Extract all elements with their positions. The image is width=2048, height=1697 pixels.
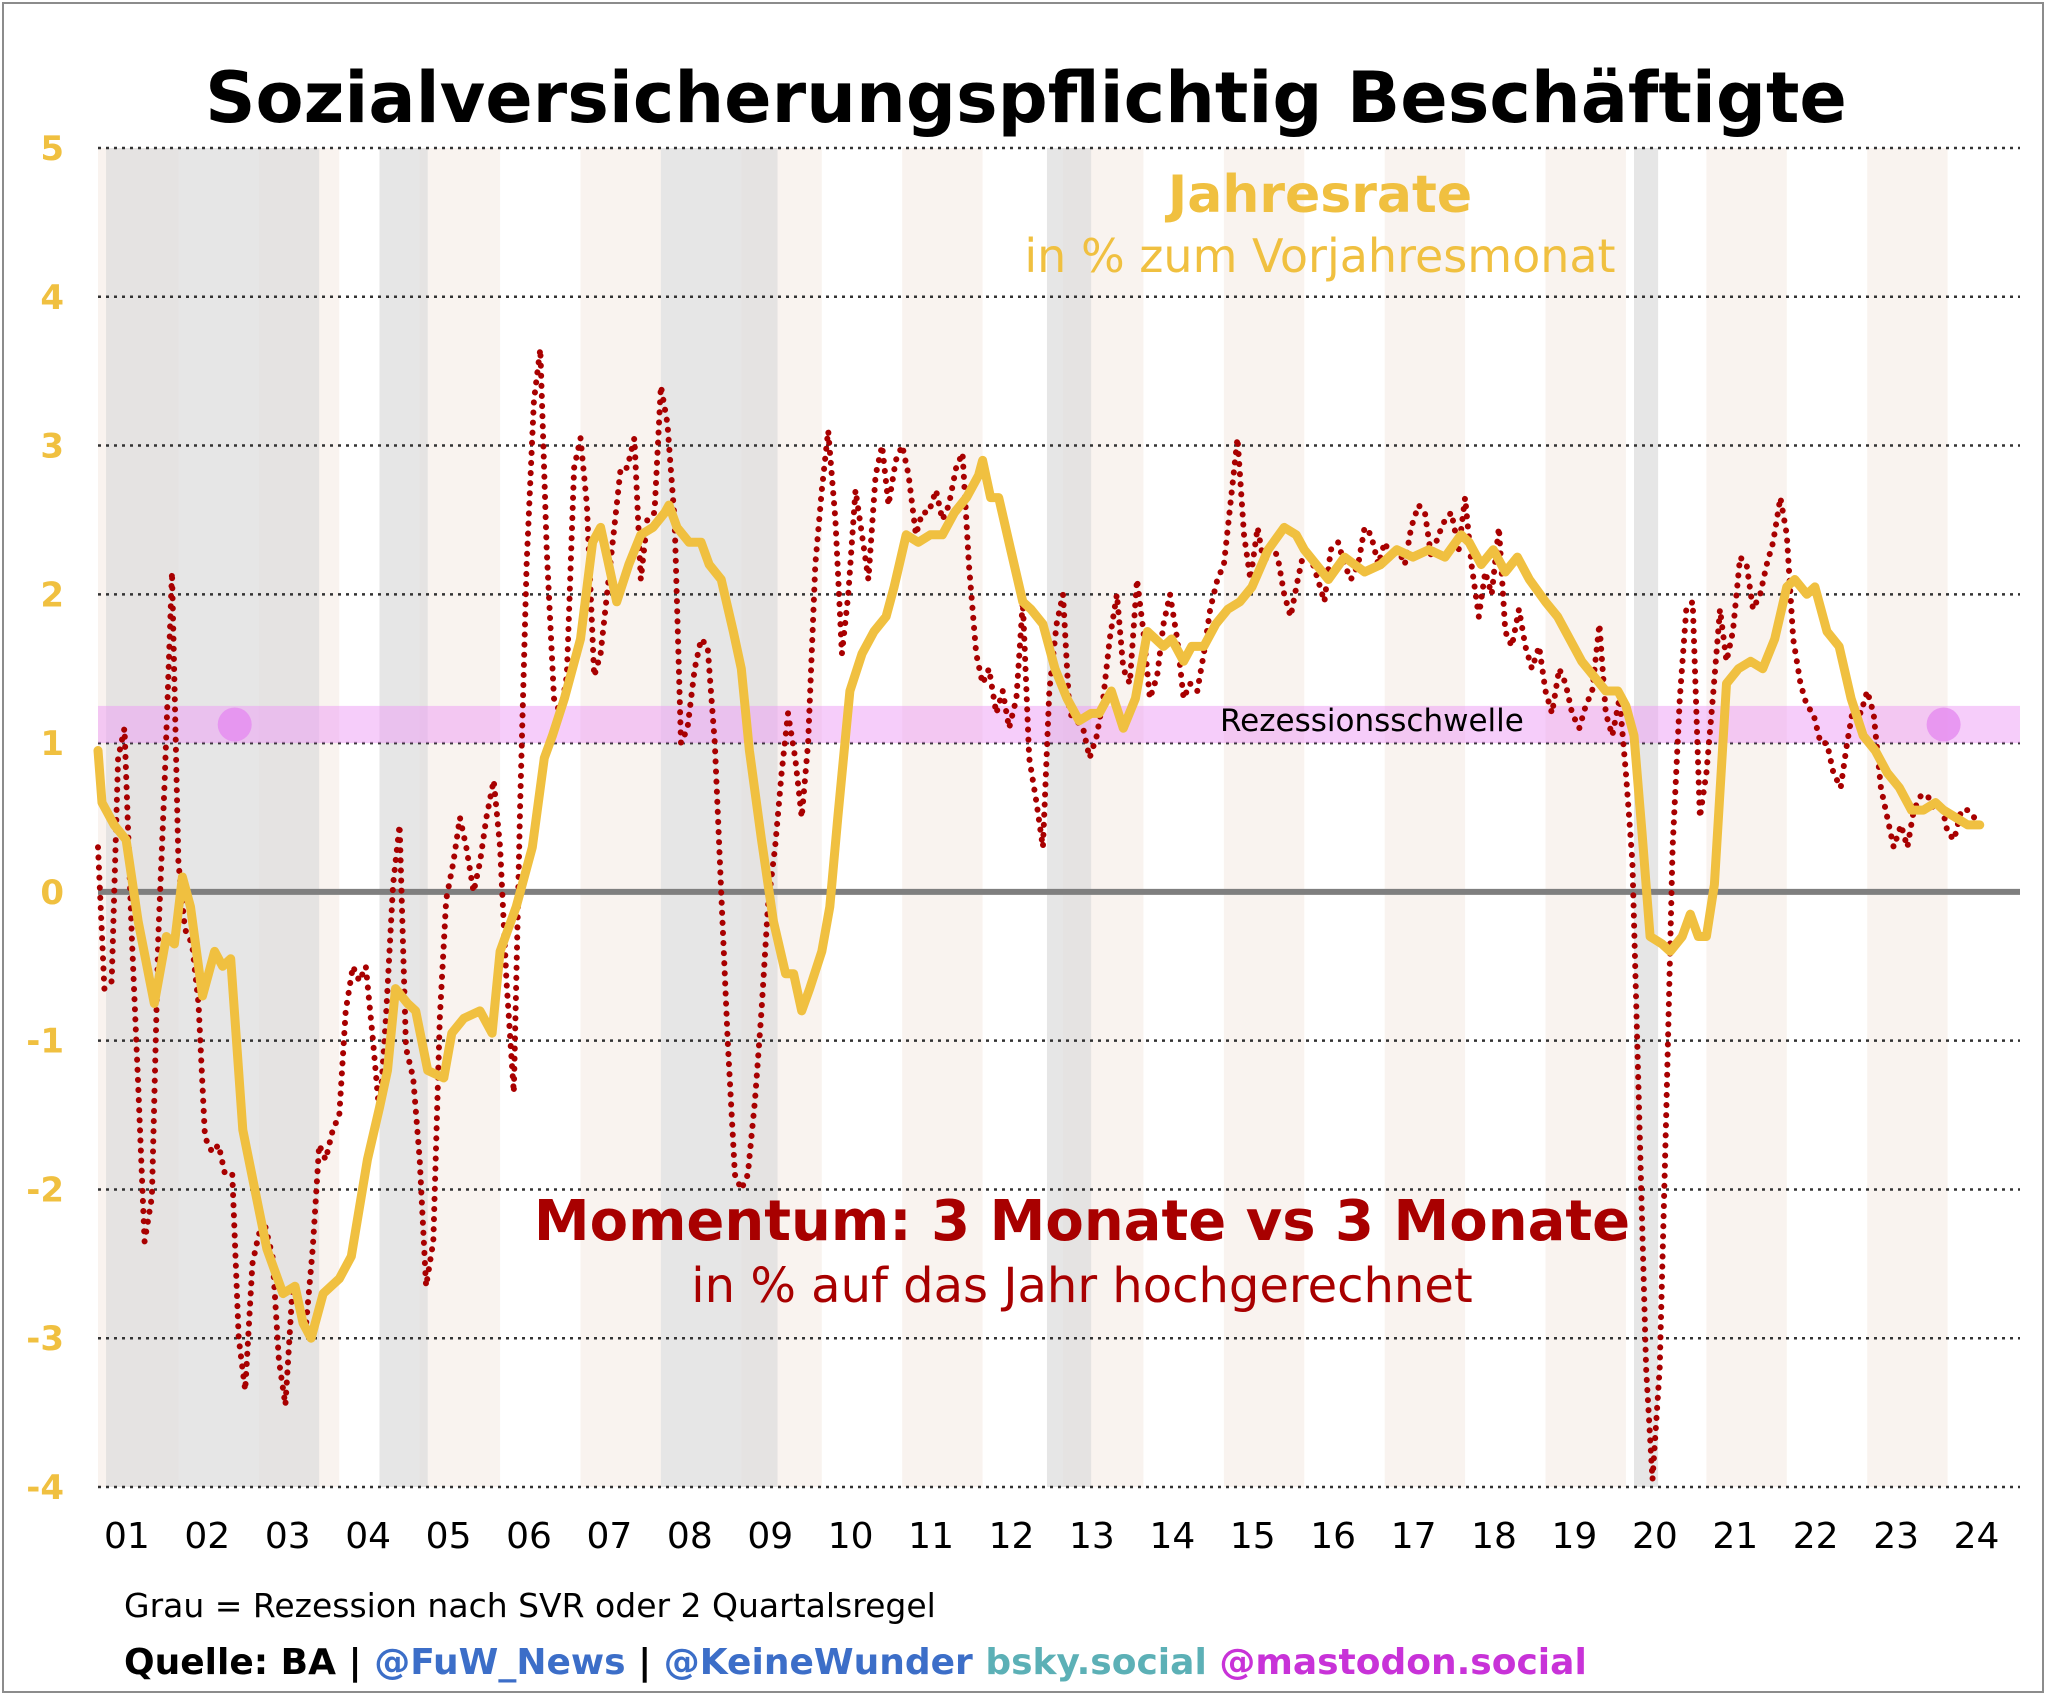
odd-year-band bbox=[1384, 148, 1466, 1487]
series-momentum-dotted bbox=[95, 345, 1978, 1483]
x-axis-ticks: 01 02 03 04 05 06 07 08 09 10 11 12 13 14 15 16 17 18 19 20… bbox=[104, 1516, 1999, 1557]
y-tick-label: -4 bbox=[26, 1468, 64, 1508]
threshold-label: Rezessionsschwelle bbox=[1220, 703, 1524, 739]
x-tick-label: 02 bbox=[184, 1516, 230, 1557]
footer-note: Grau = Rezession nach SVR oder 2 Quartal… bbox=[124, 1586, 936, 1625]
x-tick-label: 10 bbox=[828, 1516, 874, 1557]
y-tick-label: -3 bbox=[26, 1319, 64, 1359]
mastodon-link[interactable]: @mastodon.social bbox=[1219, 1642, 1587, 1683]
odd-year-band bbox=[580, 148, 661, 1487]
threshold-marker bbox=[1926, 707, 1961, 742]
y-tick-label: -2 bbox=[26, 1170, 64, 1210]
space bbox=[973, 1642, 986, 1683]
footer-source: Quelle: BA | @FuW_News | @KeineWunder bs… bbox=[124, 1642, 1587, 1683]
x-tick-label: 17 bbox=[1391, 1516, 1437, 1557]
annotation-momentum-subtitle: in % auf das Jahr hochgerechnet bbox=[691, 1258, 1472, 1314]
series-annual-rate-line bbox=[93, 455, 1985, 1343]
y-tick-label: 2 bbox=[40, 575, 64, 615]
y-tick-label: 3 bbox=[40, 427, 64, 467]
recession-band bbox=[106, 148, 320, 1487]
momentum-line bbox=[95, 345, 1978, 1483]
x-tick-label: 14 bbox=[1149, 1516, 1195, 1557]
threshold-band bbox=[98, 705, 2020, 744]
x-tick-label: 19 bbox=[1552, 1516, 1598, 1557]
x-tick-label: 01 bbox=[104, 1516, 150, 1557]
x-tick-label: 03 bbox=[265, 1516, 311, 1557]
space bbox=[1207, 1642, 1220, 1683]
x-tick-label: 15 bbox=[1230, 1516, 1276, 1557]
x-tick-label: 11 bbox=[908, 1516, 954, 1557]
chart-title: Sozialversicherungspflichtig Beschäftigt… bbox=[205, 57, 1847, 139]
odd-year-band bbox=[1867, 148, 1948, 1487]
x-tick-label: 23 bbox=[1873, 1516, 1919, 1557]
y-tick-label: -1 bbox=[26, 1022, 64, 1062]
odd-year-band bbox=[1545, 148, 1626, 1487]
odd-year-band bbox=[902, 148, 983, 1487]
x-tick-label: 06 bbox=[506, 1516, 552, 1557]
separator: | bbox=[335, 1642, 375, 1683]
x-tick-label: 04 bbox=[345, 1516, 391, 1557]
x-tick-label: 07 bbox=[587, 1516, 633, 1557]
annual-rate-line bbox=[93, 455, 1985, 1343]
source-label: Quelle: BA bbox=[124, 1642, 336, 1683]
y-tick-label: 1 bbox=[40, 724, 64, 764]
annotation-annual-rate-subtitle: in % zum Vorjahresmonat bbox=[1024, 229, 1615, 283]
x-tick-label: 09 bbox=[747, 1516, 793, 1557]
x-tick-label: 05 bbox=[426, 1516, 472, 1557]
x-tick-label: 20 bbox=[1632, 1516, 1678, 1557]
x-tick-label: 08 bbox=[667, 1516, 713, 1557]
bsky-link[interactable]: bsky.social bbox=[985, 1642, 1207, 1683]
recession-band bbox=[1046, 148, 1092, 1487]
recession-band bbox=[379, 148, 428, 1487]
y-tick-label: 5 bbox=[40, 129, 64, 169]
x-tick-label: 16 bbox=[1310, 1516, 1356, 1557]
x-tick-label: 13 bbox=[1069, 1516, 1115, 1557]
handle-keinewunder-link[interactable]: @KeineWunder bbox=[663, 1642, 973, 1683]
y-tick-label: 0 bbox=[40, 873, 64, 913]
odd-year-band bbox=[1223, 148, 1305, 1487]
x-tick-label: 18 bbox=[1471, 1516, 1517, 1557]
y-tick-label: 4 bbox=[40, 278, 64, 318]
recession-threshold-band bbox=[98, 705, 2020, 744]
threshold-marker bbox=[217, 707, 252, 742]
x-tick-label: 12 bbox=[989, 1516, 1035, 1557]
x-tick-label: 21 bbox=[1712, 1516, 1758, 1557]
y-axis-ticks: 5 4 3 2 1 0 -1 -2 -3 -4 bbox=[26, 129, 64, 1508]
separator: | bbox=[625, 1642, 664, 1683]
annotation-annual-rate-title: Jahresrate bbox=[1165, 165, 1472, 225]
x-tick-label: 24 bbox=[1954, 1516, 2000, 1557]
handle-fuw-news-link[interactable]: @FuW_News bbox=[374, 1642, 626, 1683]
annotation-momentum-title: Momentum: 3 Monate vs 3 Monate bbox=[534, 1189, 1630, 1254]
x-tick-label: 22 bbox=[1793, 1516, 1839, 1557]
